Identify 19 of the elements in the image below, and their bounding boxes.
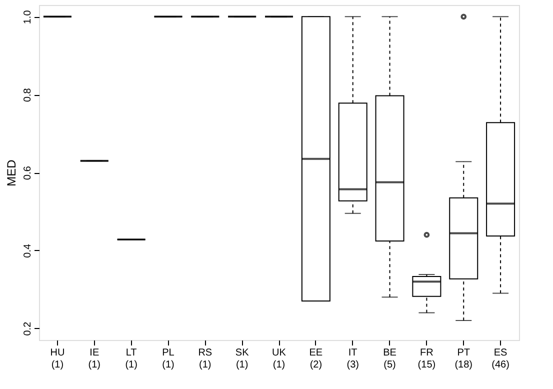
y-tick-label: 0.8 (22, 88, 34, 102)
x-tick-label: BE (5) (383, 348, 397, 370)
x-tick-label: HU (1) (50, 348, 65, 370)
y-tick-label: 0.2 (22, 321, 34, 336)
x-tick-label: IT (3) (346, 348, 359, 370)
x-tick-label: PT (18) (454, 348, 473, 370)
x-tick-label: EE (2) (309, 348, 323, 370)
y-tick-label: 0.4 (22, 244, 34, 258)
x-tick-label: UK (1) (272, 348, 286, 370)
y-tick-label: 0.6 (22, 166, 34, 180)
x-tick-label: PL (1) (162, 348, 175, 370)
y-axis-title: MED (4, 159, 18, 186)
x-tick-label: SK (1) (235, 348, 250, 370)
y-tick-label: 1.0 (22, 10, 34, 24)
x-tick-label: LT (1) (125, 348, 138, 370)
x-tick-label: IE (1) (88, 348, 100, 370)
x-tick-label: RS (1) (198, 348, 212, 370)
x-tick-label: FR (15) (418, 348, 436, 370)
x-tick-label: ES (46) (492, 348, 510, 370)
